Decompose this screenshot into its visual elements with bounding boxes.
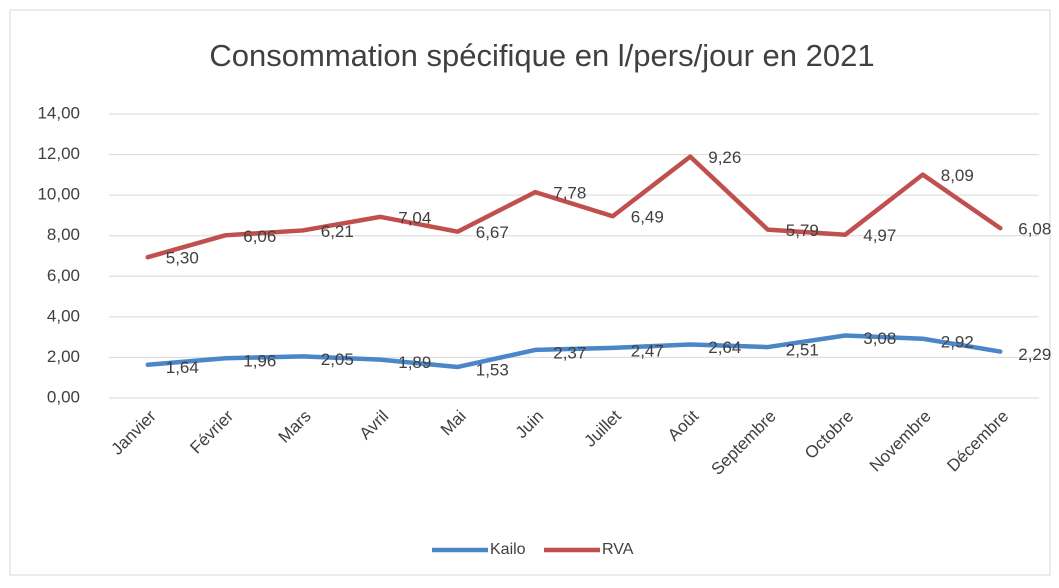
data-label: 2,05 [321,350,354,369]
series-line [145,333,1003,370]
data-label: 6,49 [631,208,664,227]
data-label: 6,21 [321,222,354,241]
data-label: 2,92 [941,332,974,351]
data-label: 2,47 [631,341,664,360]
y-tick-label: 10,00 [37,185,80,204]
chart-title: Consommation spécifique en l/pers/jour e… [209,38,874,73]
data-label: 6,08 [1018,220,1051,239]
data-label: 3,08 [863,329,896,348]
legend-label: RVA [602,541,634,558]
y-tick-label: 8,00 [47,225,80,244]
data-label: 1,53 [476,360,509,379]
data-label: 1,96 [243,352,276,371]
data-label: 2,37 [553,343,586,362]
data-label: 4,97 [863,226,896,245]
data-label: 2,51 [786,341,819,360]
data-label: 8,09 [941,166,974,185]
legend-label: Kailo [490,541,526,558]
data-label: 2,64 [708,338,741,357]
series-line [145,154,1003,260]
data-label: 5,79 [786,221,819,240]
y-tick-label: 2,00 [47,347,80,366]
y-tick-label: 6,00 [47,266,80,285]
data-label: 7,78 [553,184,586,203]
y-tick-label: 0,00 [47,387,80,406]
data-label: 6,06 [243,227,276,246]
y-tick-label: 14,00 [37,103,80,122]
data-label: 9,26 [708,148,741,167]
data-label: 5,30 [166,249,199,268]
data-label: 1,64 [166,358,199,377]
data-label: 6,67 [476,223,509,242]
data-label: 2,29 [1018,345,1051,364]
data-label: 1,89 [398,353,431,372]
y-tick-label: 12,00 [37,144,80,163]
data-label: 7,04 [398,208,431,227]
y-tick-label: 4,00 [47,306,80,325]
chart-border [9,9,1051,576]
